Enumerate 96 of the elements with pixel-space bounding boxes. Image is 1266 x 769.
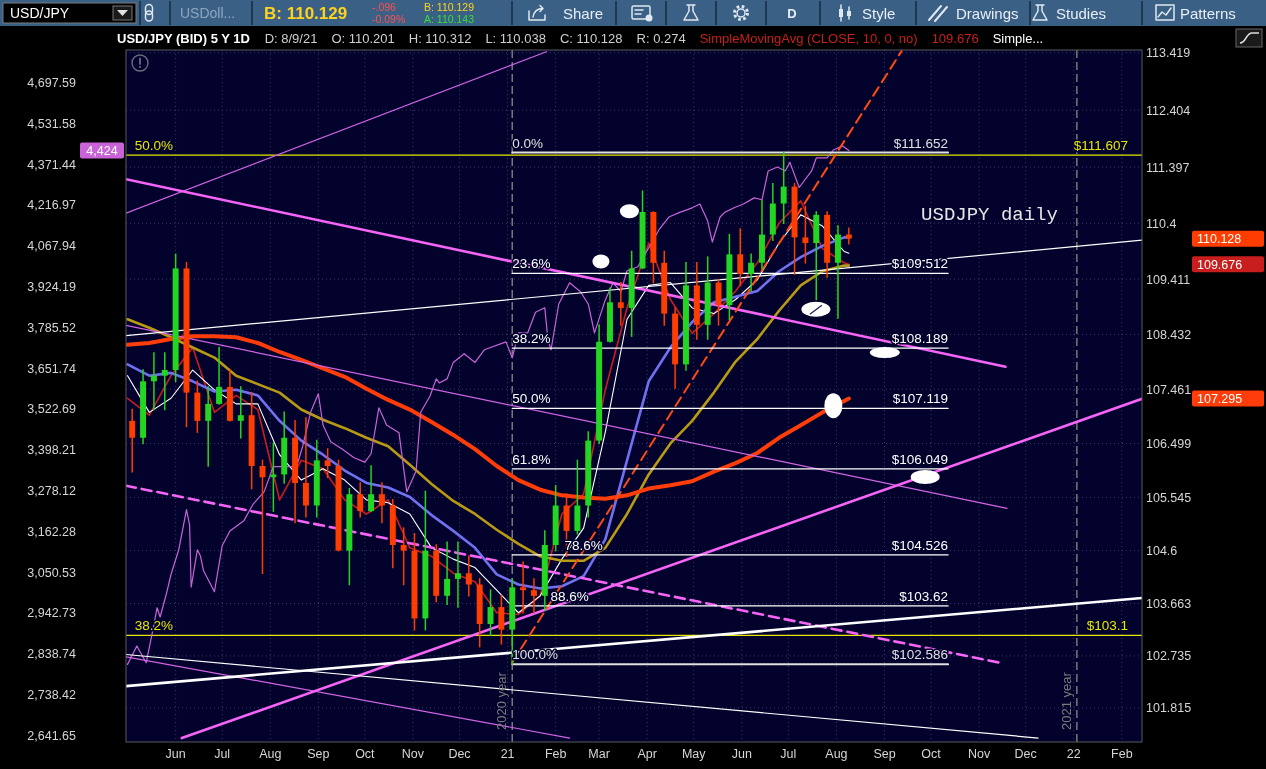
y-tick-label: 106.499 <box>1146 436 1192 451</box>
x-tick-label: Feb <box>1111 747 1133 761</box>
text: Studies <box>1056 4 1107 22</box>
y2-tick-label: 3,785.52 <box>27 320 77 335</box>
x-tick-label: Jun <box>165 747 186 761</box>
y-tick-label: 112.404 <box>1146 103 1191 118</box>
y2-tick-label: 4,531.58 <box>27 116 77 131</box>
y2-tick-label: 3,398.21 <box>27 443 77 458</box>
text: B: 110.129 <box>424 1 475 13</box>
y2-tick-label: 3,651.74 <box>27 361 77 376</box>
y-tick-label: 102.735 <box>1146 649 1192 664</box>
y2-tick-label: 4,216.97 <box>27 198 77 213</box>
text: D: 8/9/21 <box>264 30 318 46</box>
x-tick-label: Aug <box>259 747 282 761</box>
annotation: 50.0% <box>512 391 551 407</box>
text: Style <box>862 4 896 22</box>
text: C: 110.128 <box>559 30 623 46</box>
x-tick-label: Mar <box>588 747 610 761</box>
annotation: 38.2% <box>134 618 174 634</box>
y-tick-label: 110.4 <box>1146 216 1177 231</box>
y-tick-label: 113.419 <box>1146 46 1191 61</box>
y2-tick-label: 4,067.94 <box>27 239 77 254</box>
data-label: $103.62 <box>899 588 949 604</box>
text: H: 110.312 <box>408 30 472 46</box>
text: L: 110.038 <box>485 30 546 46</box>
y2-tick-label: 4,697.59 <box>27 75 77 90</box>
x-tick-label: Jun <box>731 747 752 761</box>
data-label: $102.586 <box>891 647 949 663</box>
x-tick-label: 22 <box>1066 747 1081 761</box>
y2-tick-label: 2,738.42 <box>27 687 77 702</box>
text: R: 0.274 <box>636 30 686 46</box>
x-tick-label: Jul <box>214 747 231 761</box>
annotation: 50.0% <box>134 138 174 154</box>
text: Patterns <box>1180 4 1236 22</box>
ref-line-label: 2020 year <box>494 671 510 730</box>
x-tick-label: Dec <box>1014 747 1037 761</box>
y-tick-label: 108.432 <box>1146 327 1192 342</box>
y2-tick-label: 3,050.53 <box>27 565 77 580</box>
x-tick-label: Apr <box>637 747 657 761</box>
text: -.096 <box>372 1 397 13</box>
y-tick-label: 111.397 <box>1146 160 1190 175</box>
data-label: $107.119 <box>892 391 949 407</box>
text: Share <box>563 4 604 22</box>
chart-title: USD/JPY (BID) 5 Y 1D <box>117 30 250 46</box>
x-tick-label: Oct <box>355 747 376 761</box>
y-tick-label: 104.6 <box>1146 544 1178 559</box>
text: USDoll... <box>180 4 236 21</box>
text: O: 110.201 <box>331 30 395 46</box>
text: 110.128 <box>1197 232 1242 247</box>
annotation: 61.8% <box>512 451 551 467</box>
y2-tick-label: 2,838.74 <box>27 647 77 662</box>
y2-tick-label: 3,162.28 <box>27 524 77 539</box>
x-tick-label: Feb <box>544 747 567 761</box>
text: SimpleMovingAvg (CLOSE, 10, 0, no) <box>699 30 918 46</box>
annotation: 0.0% <box>512 135 544 151</box>
text: 109.676 <box>1197 257 1243 272</box>
y2-tick-label: 3,924.19 <box>27 279 77 294</box>
y2-tick-label: 3,522.69 <box>27 402 77 417</box>
data-label: $111.652 <box>893 135 949 151</box>
text: 4,424 <box>86 144 118 159</box>
y-tick-label: 101.815 <box>1146 701 1192 716</box>
y2-tick-label: 2,641.65 <box>27 728 77 743</box>
x-tick-label: May <box>681 747 707 761</box>
ref-line-label: $103.1 <box>1086 618 1128 634</box>
data-label: $109.512 <box>891 256 949 272</box>
y2-tick-label: 2,942.73 <box>27 606 77 621</box>
x-tick-label: 21 <box>500 747 515 761</box>
text: USD/JPY <box>10 4 70 21</box>
x-tick-label: Oct <box>921 747 942 761</box>
y-tick-label: 107.461 <box>1146 382 1192 397</box>
y-tick-label: 109.411 <box>1146 272 1191 287</box>
y-tick-label: 103.663 <box>1146 597 1192 612</box>
x-tick-label: Aug <box>825 747 848 761</box>
x-tick-label: Sep <box>307 747 330 761</box>
text: Simple... <box>992 30 1044 46</box>
ref-line-label: 2021 year <box>1058 671 1074 730</box>
text: A: 110.143 <box>424 13 475 25</box>
text: 107.295 <box>1197 392 1243 407</box>
text: 109.676 <box>931 30 979 46</box>
text: Drawings <box>956 4 1019 22</box>
annotation: USDJPY daily <box>921 204 1058 226</box>
text: -0.09% <box>372 13 406 25</box>
x-tick-label: Dec <box>448 747 471 761</box>
y-tick-label: 105.545 <box>1146 490 1192 505</box>
y2-tick-label: 4,371.44 <box>27 157 77 172</box>
data-label: $106.049 <box>891 451 949 467</box>
x-tick-label: Sep <box>873 747 896 761</box>
x-tick-label: Nov <box>968 747 991 761</box>
text: D <box>787 6 797 21</box>
data-label: $104.526 <box>891 537 949 553</box>
x-tick-label: Nov <box>401 747 425 761</box>
data-label: $108.189 <box>891 331 949 347</box>
text: B: 110.129 <box>264 4 348 23</box>
x-tick-label: Jul <box>780 747 797 761</box>
ref-line-label: $111.607 <box>1073 138 1128 154</box>
y2-tick-label: 3,278.12 <box>27 483 77 498</box>
